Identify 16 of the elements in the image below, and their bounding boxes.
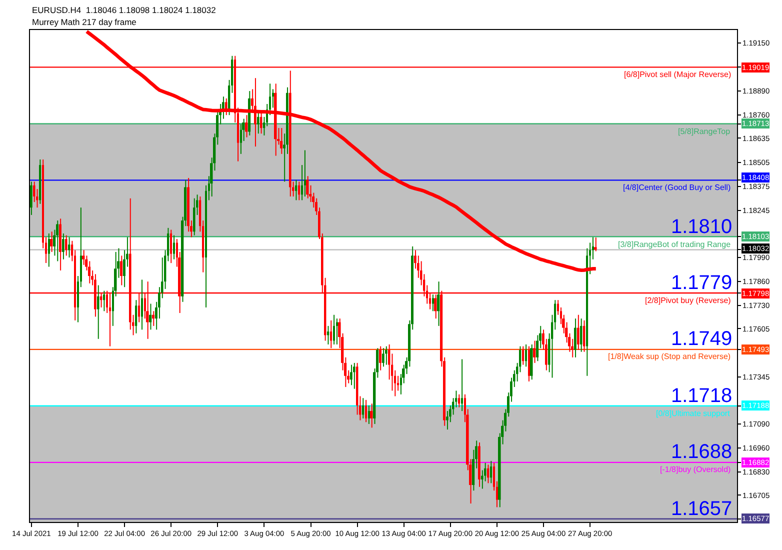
ref-line-label: [0/8]Ultimate support xyxy=(656,409,731,418)
ref-line-label: [1/8]Weak sup (Stop and Reverse) xyxy=(608,352,731,361)
chart-subtitle: Murrey Math 217 day frame xyxy=(32,17,137,27)
annotation: 1.1779 xyxy=(671,272,732,294)
annotation: 1.1810 xyxy=(671,216,732,238)
annotation: 1.1718 xyxy=(671,385,732,407)
ref-line-label: [5/8]RangeTop xyxy=(678,127,731,136)
ref-line-label: [-1/8]buy (Oversold) xyxy=(660,465,732,474)
ref-line-label: [2/8]Pivot buy (Reverse) xyxy=(645,296,732,305)
chart-title: EURUSD.H4 1.18046 1.18098 1.18024 1.18032 xyxy=(32,5,216,15)
annotation: 1.1688 xyxy=(671,441,732,463)
annotation: 1.1657 xyxy=(671,498,732,520)
ref-line-label: [6/8]Pivot sell (Major Reverse) xyxy=(624,70,732,79)
annotation: 1.1749 xyxy=(671,328,732,350)
ref-line-label: [4/8]Center (Good Buy or Sell) xyxy=(623,183,731,192)
ref-line-label: [3/8]RangeBot of trading Range xyxy=(618,240,732,249)
